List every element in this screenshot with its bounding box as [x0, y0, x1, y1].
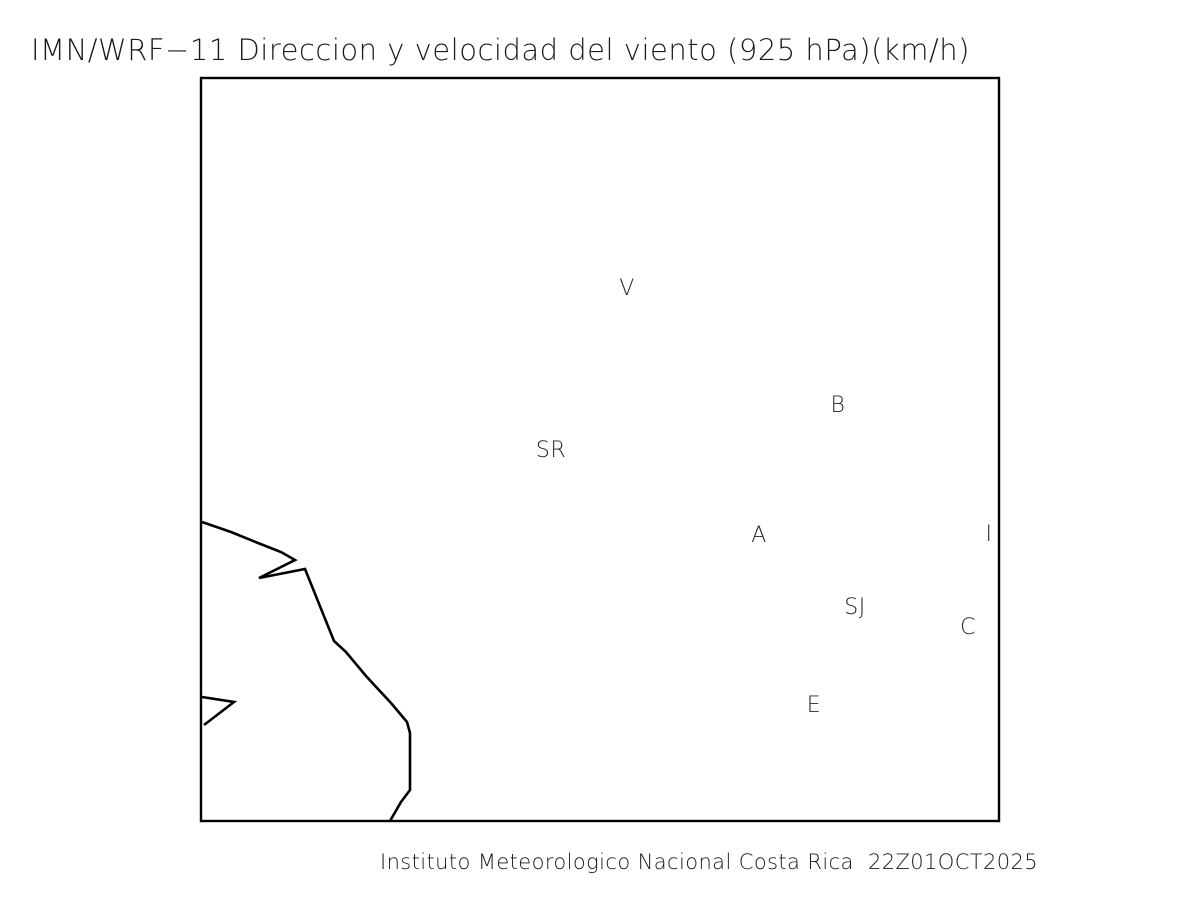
peninsula-coastline-path — [201, 695, 238, 727]
station-label-group: V B SR A I SJ C E — [536, 276, 993, 718]
station-label-sj: SJ — [844, 595, 865, 620]
map-frame-border — [199, 76, 1001, 823]
station-label-i: I — [986, 522, 993, 547]
station-label-c: C — [960, 615, 976, 640]
station-label-a: A — [751, 523, 767, 548]
station-label-v: V — [619, 276, 635, 301]
station-label-sr: SR — [536, 438, 566, 463]
coastline-path — [201, 520, 412, 822]
station-label-b: B — [831, 393, 846, 418]
chart-footer-attribution: Instituto Meteorologico Nacional Costa R… — [380, 850, 1039, 874]
station-label-e: E — [807, 693, 821, 718]
chart-title: IMN/WRF−11 Direccion y velocidad del vie… — [31, 33, 970, 67]
